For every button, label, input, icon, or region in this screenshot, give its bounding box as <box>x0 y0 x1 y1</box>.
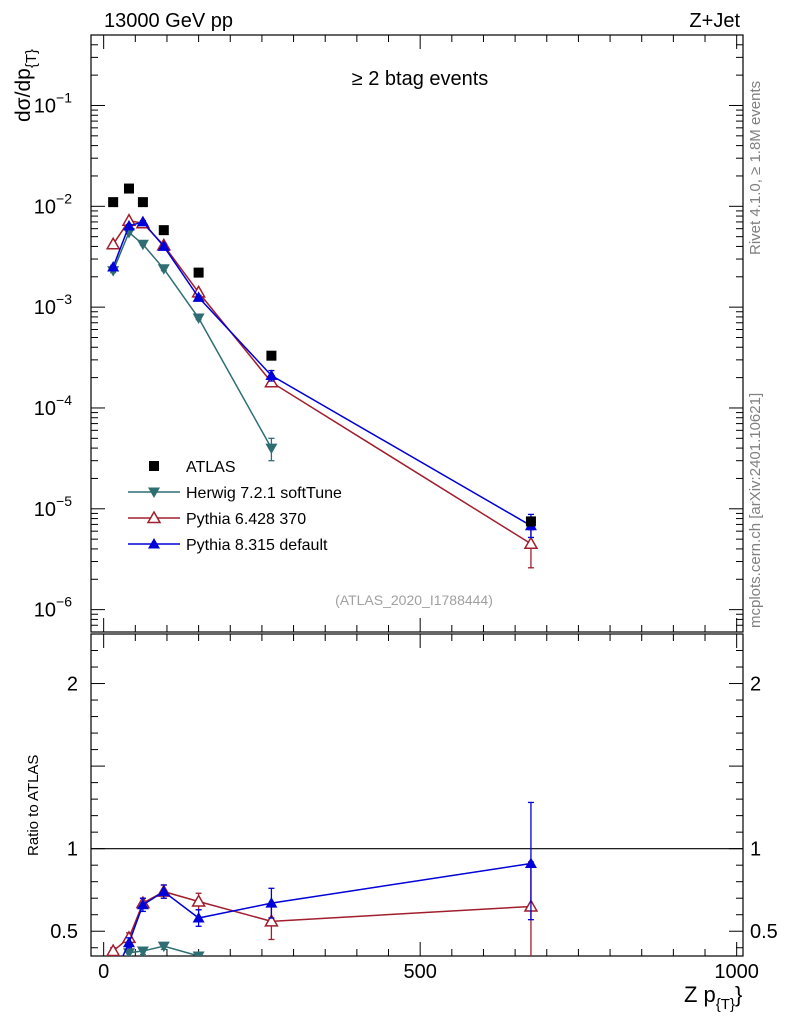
x-tick-label: 500 <box>403 961 436 983</box>
ratio-plot-frame <box>90 633 744 957</box>
main-point-pythia-6-428-370 <box>523 536 539 550</box>
ratio-y-tick-label: 0.5 <box>50 921 78 943</box>
analysis-watermark: (ATLAS_2020_I1788444) <box>335 592 493 608</box>
x-axis-label: Z p{T}} <box>684 982 742 1013</box>
legend-label-herwig-7-2-1-softtune: Herwig 7.2.1 softTune <box>186 485 342 502</box>
ratio-point-pythia-6-428-370 <box>264 913 279 927</box>
ratio-y-tick-label: 1 <box>67 839 78 861</box>
main-point-atlas <box>108 197 119 208</box>
main-point-herwig-7-2-1-softtune <box>122 227 135 239</box>
rivet-caption: Rivet 4.1.0, ≥ 1.8M events <box>747 81 764 255</box>
y-tick-label: 10−4 <box>34 392 72 420</box>
main-point-herwig-7-2-1-softtune <box>265 443 278 455</box>
ratio-point-pythia-8-315-default <box>157 885 170 897</box>
main-point-pythia-8-315-default <box>157 240 170 251</box>
ratio-point-pythia-8-315-default <box>265 897 278 908</box>
main-point-herwig-7-2-1-softtune <box>136 239 149 251</box>
main-point-herwig-7-2-1-softtune <box>157 264 170 275</box>
ratio-point-pythia-6-428-370 <box>191 893 206 907</box>
y-tick-label: 10−3 <box>34 291 72 319</box>
legend-marker-atlas <box>149 461 159 471</box>
plot-title: ≥ 2 btag events <box>352 68 489 90</box>
ratio-y-axis-label: Ratio to ATLAS <box>25 755 42 856</box>
ratio-point-pythia-6-428-370 <box>106 943 121 956</box>
header-process-label: Z+Jet <box>689 10 740 32</box>
ratio-y-tick-label-right: 2 <box>750 674 761 696</box>
ratio-point-pythia-8-315-default <box>122 936 135 948</box>
legend-marker-pythia-6-428-370 <box>146 510 162 524</box>
main-point-pythia-8-315-default <box>136 215 149 227</box>
ratio-y-tick-label-right: 0.5 <box>750 921 778 943</box>
main-point-pythia-8-315-default <box>122 219 135 231</box>
y-tick-label: 10−1 <box>34 89 72 117</box>
header-energy-label: 13000 GeV pp <box>104 10 233 32</box>
y-tick-label: 10−2 <box>34 190 72 218</box>
ratio-point-herwig-7-2-1-softtune <box>265 989 277 1000</box>
main-point-atlas <box>123 183 134 194</box>
ratio-point-herwig-7-2-1-softtune <box>157 941 170 953</box>
ratio-y-tick-label-right: 1 <box>750 839 761 861</box>
main-point-atlas <box>137 197 148 208</box>
legend-label-atlas: ATLAS <box>186 459 236 476</box>
ratio-point-herwig-7-2-1-softtune <box>192 951 205 956</box>
main-line-pythia-8-315-default <box>112 221 532 527</box>
main-line-herwig-7-2-1-softtune <box>112 231 273 449</box>
main-point-atlas <box>193 267 204 278</box>
main-point-atlas <box>525 516 536 527</box>
ratio-line-herwig-7-2-1-softtune <box>126 945 201 956</box>
x-tick-label: 0 <box>98 961 109 983</box>
legend-marker-herwig-7-2-1-softtune <box>148 487 160 498</box>
main-point-atlas <box>158 225 169 236</box>
x-tick-label: 1000 <box>714 961 759 983</box>
main-point-pythia-6-428-370 <box>105 236 121 250</box>
legend: ATLAS Herwig 7.2.1 softTune Pythia 6.428 3… <box>128 459 342 554</box>
legend-marker-pythia-8-315-default <box>148 538 160 549</box>
main-point-pythia-8-315-default <box>192 291 205 302</box>
y-tick-label: 10−6 <box>34 594 72 622</box>
legend-label-pythia-8-315-default: Pythia 8.315 default <box>186 537 328 554</box>
ratio-point-herwig-7-2-1-softtune <box>136 946 149 956</box>
mcplots-caption: mcplots.cern.ch [arXiv:2401.10621] <box>747 393 764 628</box>
main-point-pythia-8-315-default <box>265 369 278 380</box>
ratio-line-pythia-8-315-default <box>122 862 532 956</box>
legend-label-pythia-6-428-370: Pythia 6.428 370 <box>186 511 306 528</box>
ratio-point-pythia-8-315-default <box>524 857 537 869</box>
y-tick-label: 10−5 <box>34 493 72 521</box>
ratio-point-pythia-8-315-default <box>192 912 205 923</box>
main-point-herwig-7-2-1-softtune <box>192 313 205 325</box>
ratio-y-tick-label: 2 <box>67 674 78 696</box>
ratio-point-pythia-8-315-default <box>136 898 149 910</box>
main-point-atlas <box>266 350 277 361</box>
main-plot-frame <box>90 34 744 633</box>
main-point-pythia-8-315-default <box>107 261 120 272</box>
main-y-axis-label: dσ/dp{T} <box>12 49 40 122</box>
